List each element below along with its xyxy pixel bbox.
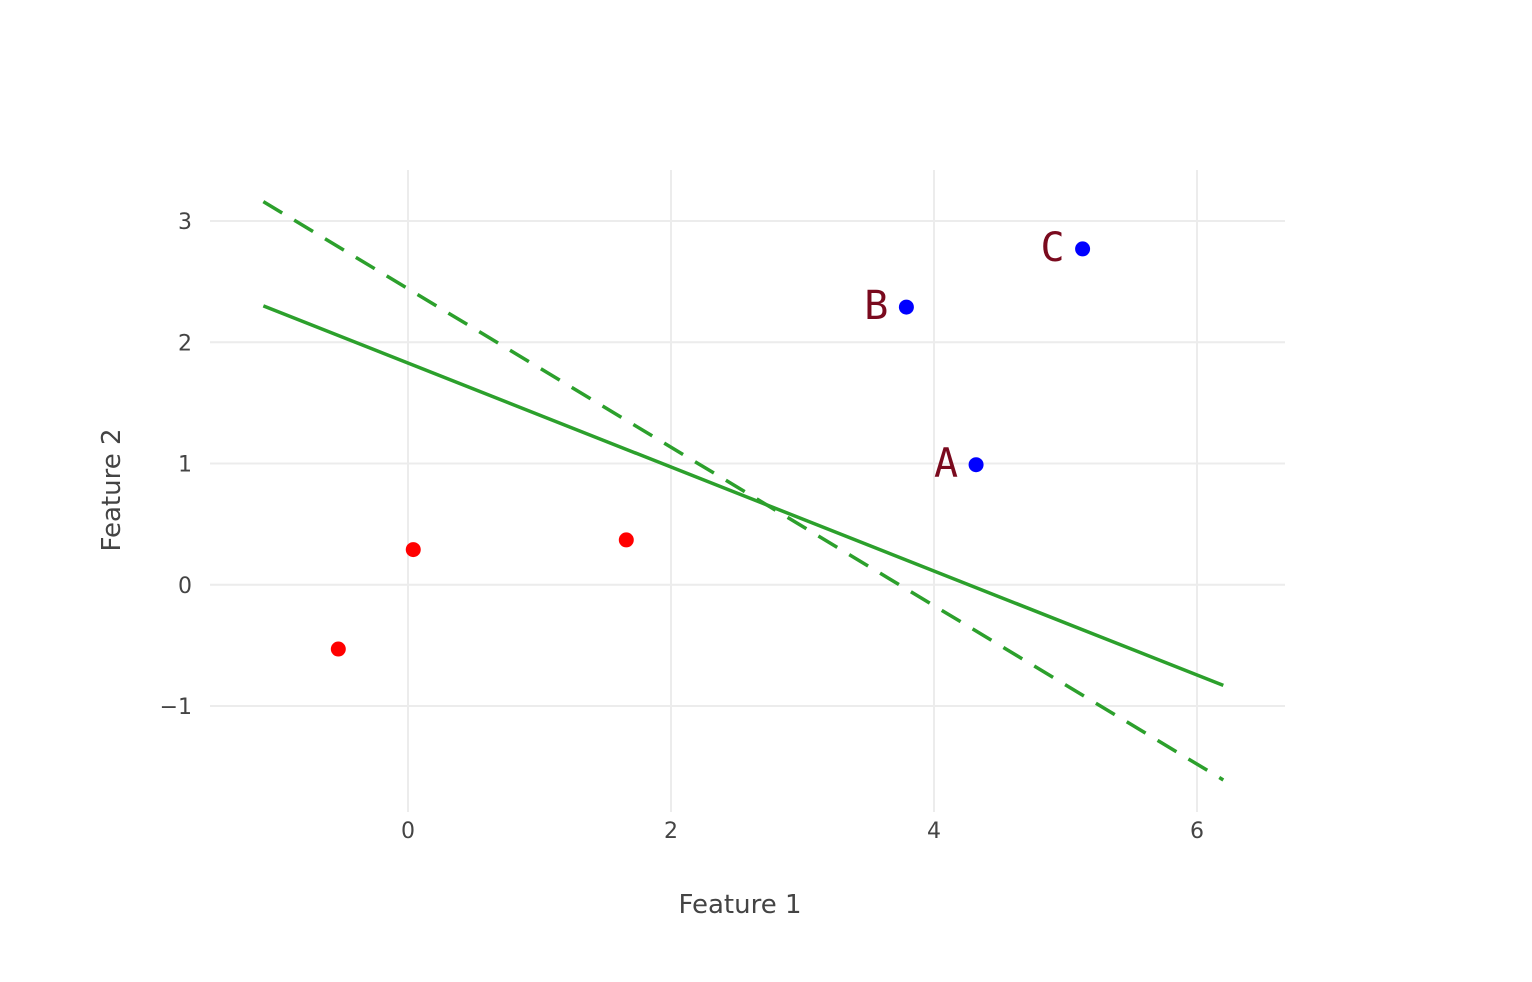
x-tick-labels: 0 2 4 6	[401, 819, 1204, 844]
x-tick-label: 4	[927, 819, 941, 844]
y-tick-label: −1	[160, 695, 192, 720]
red-data-point	[405, 542, 421, 558]
point-label-a: A	[934, 441, 958, 487]
red-data-point	[330, 641, 346, 657]
decision-lines	[262, 200, 1225, 782]
point-label-c: C	[1041, 225, 1065, 271]
y-tick-label: 2	[178, 331, 192, 356]
y-tick-label: 1	[178, 453, 192, 478]
y-tick-label: 0	[178, 574, 192, 599]
point-labels: A B C	[864, 225, 1064, 487]
y-tick-label: 3	[178, 210, 192, 235]
blue-data-point	[898, 299, 914, 315]
blue-data-point	[968, 457, 984, 473]
x-tick-label: 0	[401, 819, 415, 844]
x-tick-label: 6	[1190, 819, 1204, 844]
x-tick-label: 2	[664, 819, 678, 844]
dashed-boundary-line	[262, 200, 1225, 782]
y-axis-title: Feature 2	[97, 428, 127, 551]
red-data-point	[618, 532, 634, 548]
blue-data-point	[1075, 241, 1091, 257]
grid	[210, 170, 1285, 812]
data-points	[330, 241, 1091, 657]
solid-boundary-line	[262, 304, 1224, 688]
y-tick-labels: −1 0 1 2 3	[160, 210, 192, 720]
point-label-b: B	[864, 283, 888, 329]
x-axis-title: Feature 1	[678, 890, 801, 920]
